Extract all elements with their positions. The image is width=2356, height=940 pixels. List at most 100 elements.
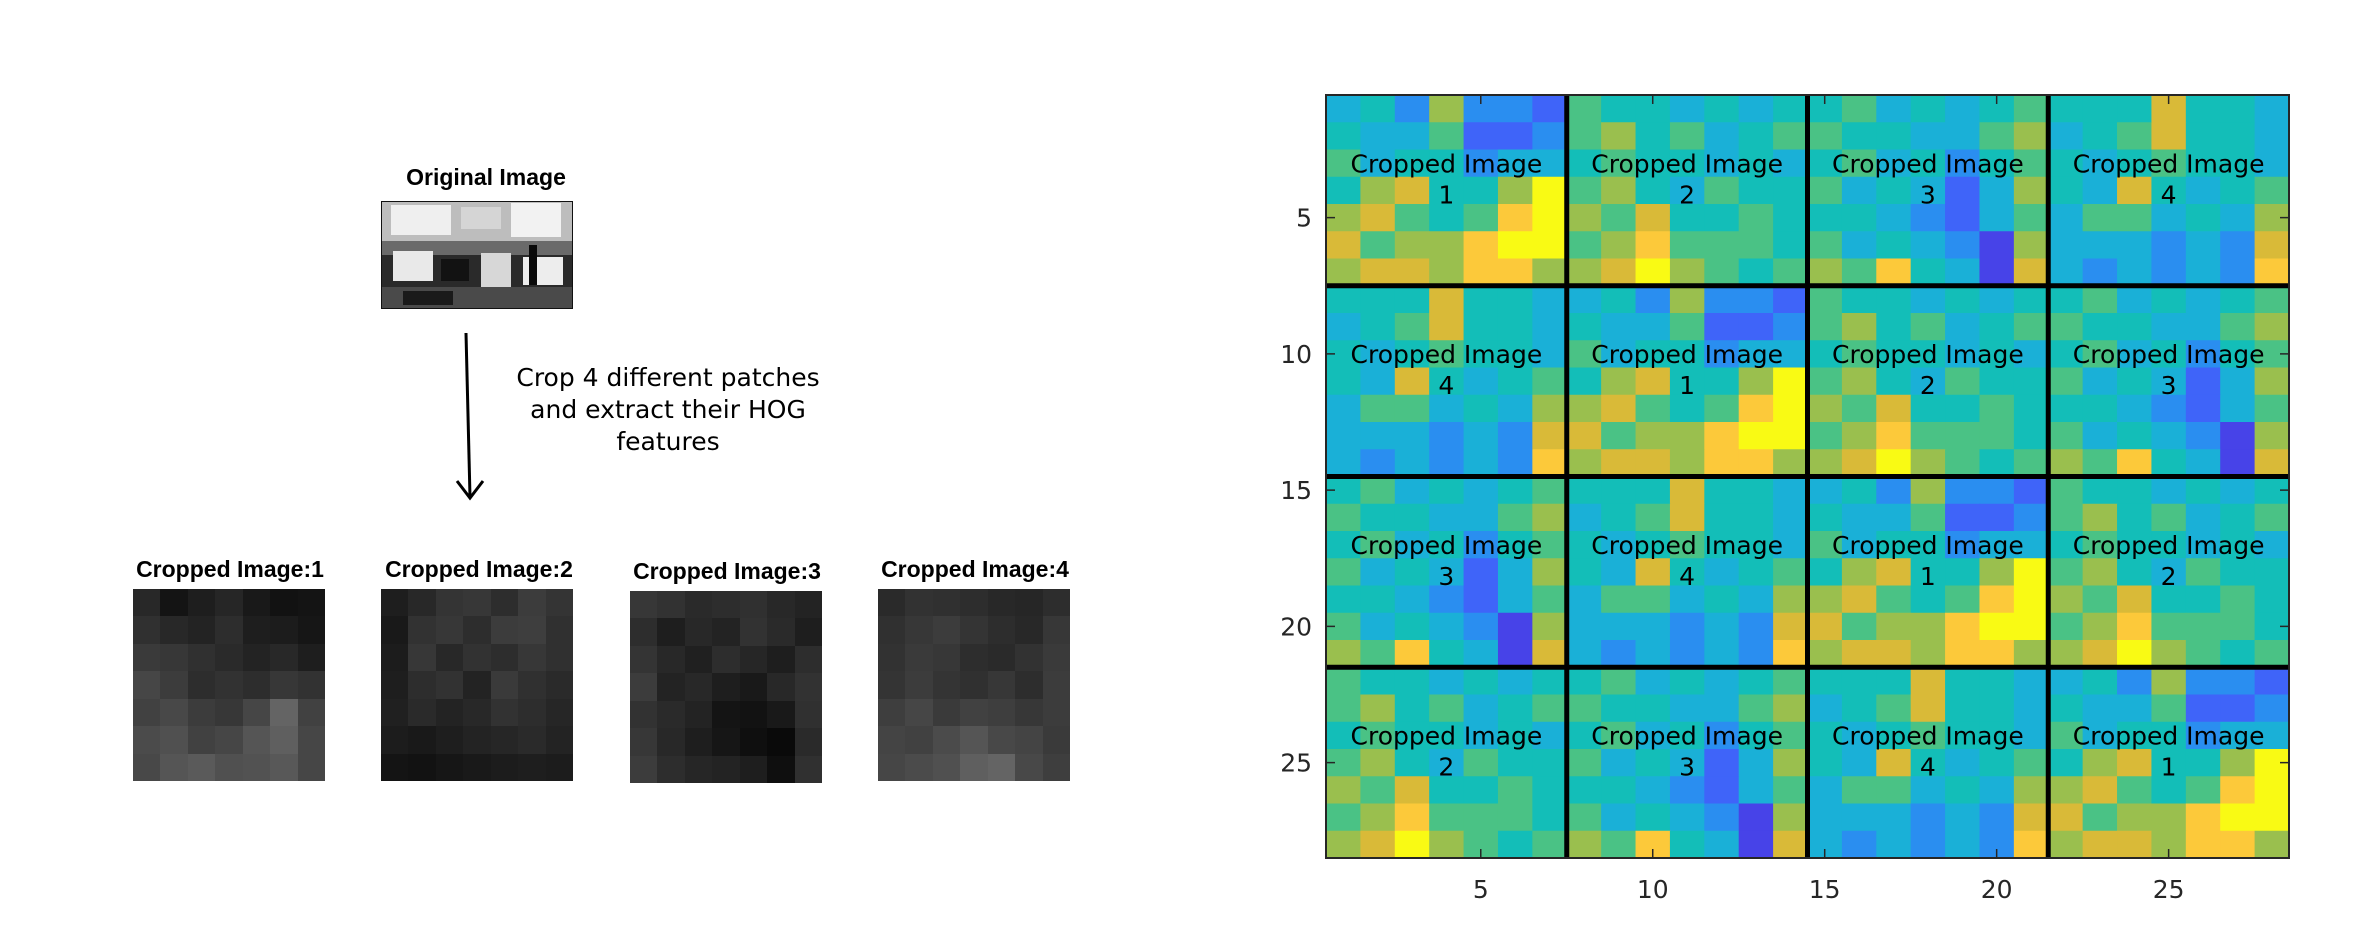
pixel-cell (630, 700, 658, 729)
heatmap-cell (1738, 122, 1774, 151)
heatmap-cell (2082, 340, 2118, 369)
heatmap-cell (1910, 176, 1946, 205)
pixel-cell (684, 618, 713, 646)
heatmap-cell (1704, 830, 1740, 859)
heatmap-cell (2151, 449, 2187, 478)
heatmap-cell (1566, 721, 1602, 750)
x-tick-label: 15 (1809, 875, 1841, 904)
heatmap-cell (2082, 776, 2118, 805)
heatmap-cell (1979, 776, 2015, 805)
heatmap-cell (2185, 176, 2221, 205)
heatmap-cell (1945, 313, 1981, 341)
heatmap-cell (1669, 640, 1705, 668)
heatmap-cell (1497, 531, 1533, 559)
heatmap-cell (2151, 558, 2187, 587)
heatmap-cell (2220, 285, 2256, 314)
heatmap-cell (1945, 721, 1981, 750)
pixel-cell (160, 671, 188, 699)
heatmap-cell (1326, 803, 1361, 832)
heatmap-cell (1394, 558, 1430, 587)
pixel-cell (133, 643, 161, 672)
heatmap-cell (1532, 749, 1568, 777)
heatmap-cell (2013, 803, 2049, 832)
cropped-image-1 (133, 589, 325, 781)
heatmap-cell (1876, 803, 1912, 832)
heatmap-cell (1497, 449, 1533, 478)
heatmap-cell (1876, 313, 1912, 341)
pixel-cell (518, 698, 546, 727)
heatmap-cell (1910, 721, 1946, 750)
heatmap-cell (1841, 122, 1877, 151)
heatmap-cell (1326, 394, 1361, 423)
heatmap-cell (1979, 803, 2015, 832)
pixel-cell (215, 589, 243, 617)
heatmap-cell (1566, 204, 1602, 232)
heatmap-cell (1360, 204, 1396, 232)
block-label: Cropped Image (2073, 149, 2265, 178)
pixel-cell (381, 753, 409, 781)
heatmap-cell (1394, 721, 1430, 750)
heatmap-cell (1601, 721, 1637, 750)
heatmap-cell (1497, 803, 1533, 832)
pixel-cell (657, 591, 685, 619)
heatmap-cell (1738, 149, 1774, 178)
heatmap-cell (1773, 449, 1809, 478)
heatmap-cell (2220, 667, 2256, 696)
heatmap-cell (1601, 694, 1637, 723)
heatmap-cell (1532, 285, 1568, 314)
heatmap-cell (2117, 694, 2153, 723)
heatmap-cell (2220, 776, 2256, 805)
heatmap-cell (1945, 585, 1981, 614)
heatmap-cell (1945, 640, 1981, 668)
heatmap-cell (2185, 585, 2221, 614)
heatmap-cell (1429, 830, 1465, 859)
pixel-cell (297, 753, 325, 781)
heatmap-cell (2048, 476, 2084, 505)
heatmap-cell (2185, 721, 2221, 750)
heatmap-cell (2185, 612, 2221, 641)
heatmap-cell (1635, 640, 1671, 668)
heatmap-cell (2220, 422, 2256, 450)
heatmap-cell (1841, 231, 1877, 260)
heatmap-cell (1394, 449, 1430, 478)
heatmap-cell (1704, 422, 1740, 450)
heatmap-cell (2254, 776, 2290, 805)
heatmap-cell (1394, 258, 1430, 287)
heatmap-cell (1463, 476, 1499, 505)
heatmap-cell (1704, 231, 1740, 260)
heatmap-cell (2185, 476, 2221, 505)
heatmap-cell (1463, 340, 1499, 369)
heatmap-cell (1532, 122, 1568, 151)
heatmap-cell (1601, 422, 1637, 450)
heatmap-cell (1429, 694, 1465, 723)
pixel-cell (490, 698, 519, 727)
pixel-cell (242, 643, 271, 672)
heatmap-cell (2151, 367, 2187, 396)
pixel-cell (270, 698, 298, 727)
heatmap-cell (1669, 340, 1705, 369)
heatmap-cell (1463, 285, 1499, 314)
heatmap-cell (1876, 585, 1912, 614)
heatmap-cell (1532, 95, 1568, 123)
heatmap-cell (1566, 149, 1602, 178)
heatmap-cell (2254, 285, 2290, 314)
heatmap-cell (2048, 340, 2084, 369)
pixel-cell (518, 616, 546, 644)
heatmap-cell (1807, 803, 1843, 832)
heatmap-cell (1910, 367, 1946, 396)
heatmap-cell (1738, 776, 1774, 805)
pixel-cell (767, 673, 795, 701)
heatmap-cell (2048, 149, 2084, 178)
cropped-image-2 (381, 589, 573, 781)
heatmap-cell (1704, 640, 1740, 668)
heatmap-cell (1910, 776, 1946, 805)
block-label: Cropped Image (1591, 149, 1783, 178)
heatmap-cell (2185, 285, 2221, 314)
pixel-cell (905, 753, 933, 781)
heatmap-cell (1704, 313, 1740, 341)
heatmap-cell (2082, 721, 2118, 750)
heatmap-cell (2117, 422, 2153, 450)
heatmap-cell (1704, 367, 1740, 396)
heatmap-cell (1429, 640, 1465, 668)
